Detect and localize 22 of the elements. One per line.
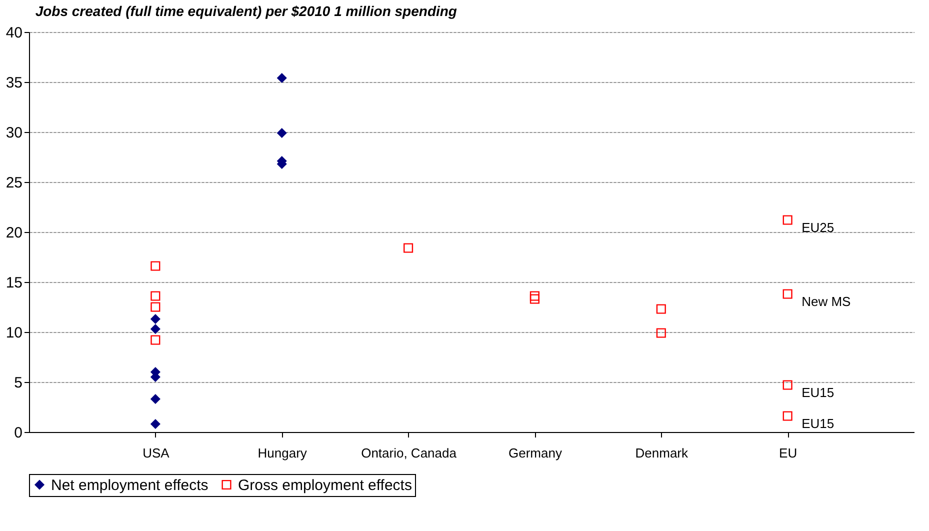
- annotation: EU15: [802, 416, 834, 431]
- y-tick-label: 30: [6, 124, 22, 142]
- y-tick-label: 20: [6, 224, 22, 242]
- x-tick-label: Hungary: [258, 446, 308, 460]
- x-tick-label: USA: [142, 446, 170, 460]
- x-tick-label: Ontario, Canada: [361, 446, 458, 460]
- legend-label: Gross employment effects: [238, 476, 412, 494]
- annotation: EU15: [802, 385, 834, 400]
- legend-label: Net employment effects: [51, 476, 208, 494]
- x-tick-label: Germany: [508, 446, 562, 460]
- x-tick-label: EU: [779, 446, 798, 460]
- y-tick-label: 40: [6, 24, 22, 42]
- y-tick-label: 25: [6, 174, 22, 192]
- annotation: EU25: [802, 220, 834, 235]
- y-tick-label: 10: [6, 324, 22, 342]
- x-tick-label: Denmark: [635, 446, 689, 460]
- y-tick-label: 5: [14, 374, 22, 392]
- y-tick-label: 15: [6, 274, 22, 292]
- y-tick-label: 0: [14, 424, 22, 442]
- y-tick-label: 35: [6, 74, 22, 92]
- chart-title: Jobs created (full time equivalent) per $2010 1 million spending: [35, 3, 458, 19]
- annotation: New MS: [802, 294, 852, 309]
